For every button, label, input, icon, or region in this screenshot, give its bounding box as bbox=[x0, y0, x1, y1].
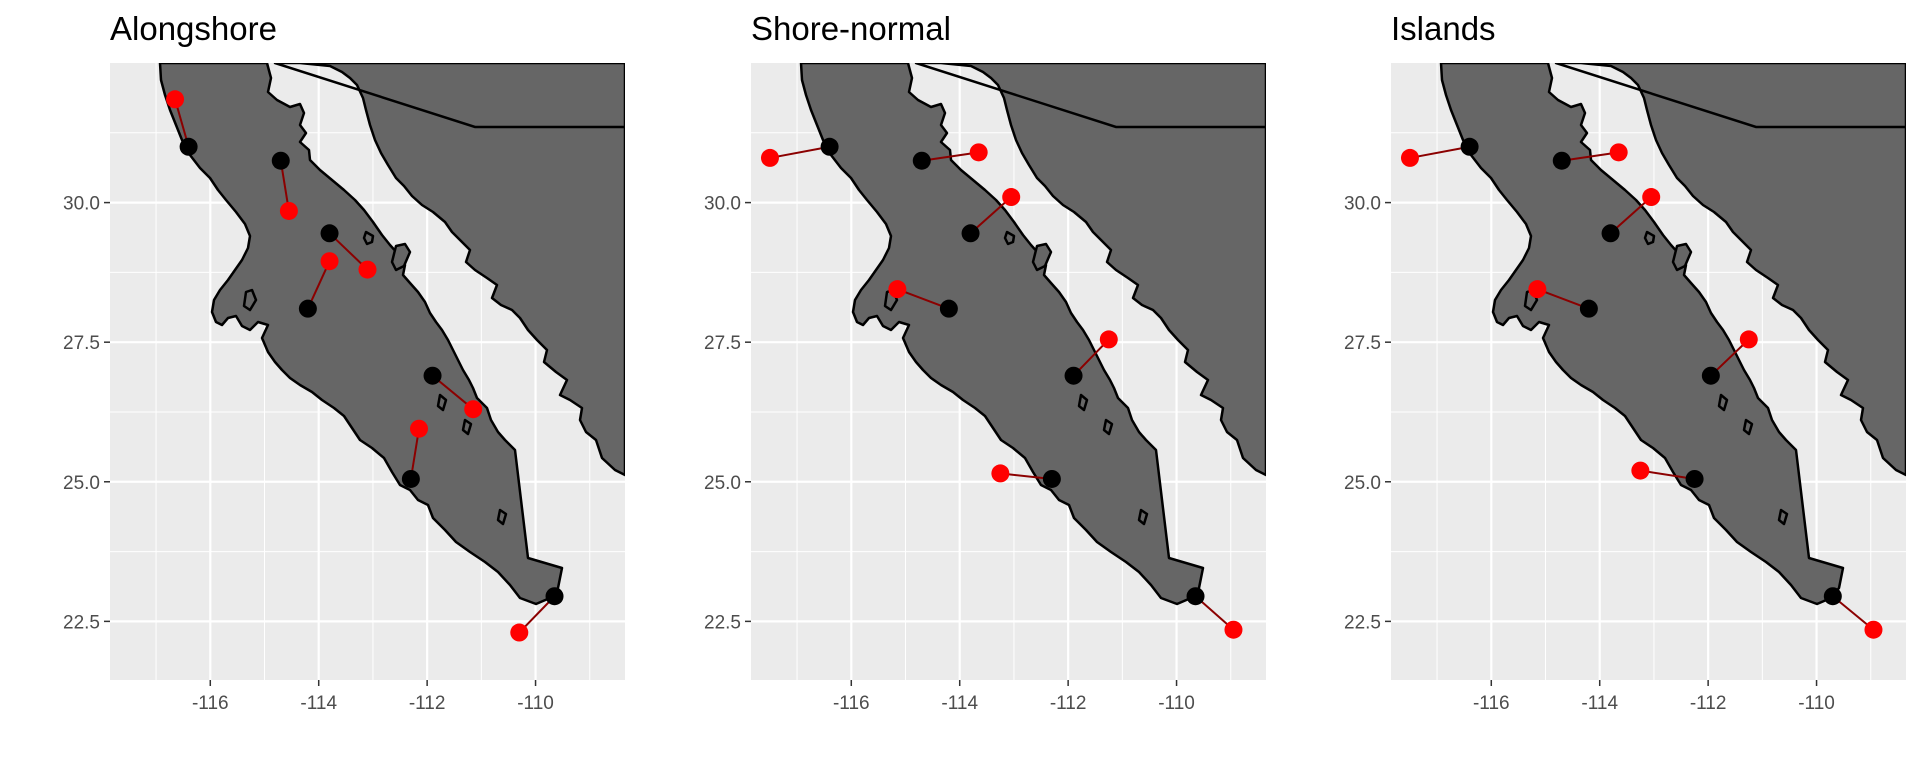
connector-line bbox=[969, 196, 1012, 235]
origin-point bbox=[1186, 587, 1205, 606]
origin-point bbox=[401, 469, 420, 488]
shifted-point bbox=[1528, 280, 1547, 299]
shifted-point bbox=[358, 260, 377, 279]
origin-point bbox=[271, 151, 290, 170]
x-tick-label: -114 bbox=[1581, 693, 1618, 714]
shifted-point bbox=[166, 90, 185, 109]
x-tick-label: -112 bbox=[409, 693, 446, 714]
y-tick-label: 27.5 bbox=[704, 333, 741, 354]
origin-point bbox=[298, 299, 317, 318]
origin-point bbox=[1064, 366, 1083, 385]
shifted-point bbox=[1002, 188, 1021, 207]
shifted-point bbox=[410, 419, 428, 438]
x-tick-label: -114 bbox=[300, 693, 337, 714]
x-tick-label: -112 bbox=[1690, 693, 1727, 714]
y-tick-label: 22.5 bbox=[704, 612, 741, 633]
y-tick-label: 25.0 bbox=[704, 473, 741, 494]
connector-line bbox=[1640, 469, 1695, 480]
origin-point bbox=[1685, 469, 1704, 488]
x-tick-label: -116 bbox=[833, 693, 870, 714]
origin-point bbox=[1552, 151, 1571, 170]
panel-1: Alongshore -116 -114 -112 -110 22.5 25.0 27.5 30… bbox=[63, 10, 625, 714]
shifted-point bbox=[1224, 620, 1243, 639]
shifted-point bbox=[1642, 188, 1661, 207]
shifted-point bbox=[320, 252, 339, 271]
shifted-point bbox=[1400, 148, 1419, 167]
x-tick-label: -116 bbox=[1473, 693, 1510, 714]
origin-point bbox=[820, 137, 839, 156]
y-tick-label: 22.5 bbox=[63, 612, 100, 633]
coastline-map bbox=[799, 63, 1266, 606]
x-tick-label: -110 bbox=[1158, 693, 1195, 714]
shifted-point bbox=[1609, 143, 1628, 162]
origin-point bbox=[1601, 224, 1620, 243]
y-tick-label: 22.5 bbox=[1344, 612, 1381, 633]
y-tick-label: 30.0 bbox=[704, 194, 741, 215]
origin-point bbox=[545, 587, 564, 606]
origin-point bbox=[320, 224, 339, 243]
shifted-point bbox=[888, 280, 907, 299]
shifted-point bbox=[991, 464, 1010, 483]
panel-2: Shore-normal -116 -114 -112 -110 22.5 25.0 27.5… bbox=[704, 10, 1266, 714]
panel-title: Islands bbox=[1391, 10, 1496, 47]
y-tick-label: 30.0 bbox=[63, 194, 100, 215]
y-tick-label: 25.0 bbox=[1344, 473, 1381, 494]
origin-point bbox=[912, 151, 931, 170]
origin-point bbox=[961, 224, 980, 243]
shifted-point bbox=[1099, 330, 1118, 349]
shifted-point bbox=[760, 148, 779, 167]
origin-point bbox=[1823, 587, 1842, 606]
origin-point bbox=[1460, 137, 1479, 156]
shifted-point bbox=[510, 623, 529, 642]
connector-line bbox=[1409, 145, 1470, 159]
y-tick-label: 30.0 bbox=[1344, 194, 1381, 215]
shifted-point bbox=[969, 143, 988, 162]
coastline-map bbox=[158, 63, 625, 606]
origin-point bbox=[1579, 299, 1598, 318]
x-tick-label: -116 bbox=[192, 693, 229, 714]
origin-point bbox=[1701, 366, 1720, 385]
y-tick-label: 27.5 bbox=[63, 333, 100, 354]
origin-point bbox=[179, 137, 198, 156]
shifted-point bbox=[1739, 330, 1758, 349]
origin-point bbox=[423, 366, 442, 385]
origin-point bbox=[939, 299, 958, 318]
shifted-point bbox=[1631, 461, 1650, 480]
connector-line bbox=[769, 145, 830, 159]
border-line bbox=[274, 63, 625, 129]
x-tick-label: -114 bbox=[941, 693, 978, 714]
shifted-point bbox=[1864, 620, 1883, 639]
panel-title: Alongshore bbox=[110, 10, 277, 47]
connector-line bbox=[1537, 288, 1590, 310]
origin-point bbox=[1042, 469, 1061, 488]
border-line bbox=[915, 63, 1266, 129]
y-tick-label: 27.5 bbox=[1344, 333, 1381, 354]
x-tick-label: -112 bbox=[1050, 693, 1087, 714]
connector-line bbox=[897, 288, 950, 310]
connector-line bbox=[1561, 151, 1619, 162]
shifted-point bbox=[279, 201, 298, 220]
coastline-map bbox=[1439, 63, 1906, 606]
shifted-point bbox=[464, 400, 483, 419]
x-tick-label: -110 bbox=[1798, 693, 1835, 714]
connector-line bbox=[921, 151, 979, 162]
connector-line bbox=[1609, 196, 1652, 235]
y-tick-label: 25.0 bbox=[63, 473, 100, 494]
panel-title: Shore-normal bbox=[751, 10, 951, 47]
border-line bbox=[1555, 63, 1906, 129]
x-tick-label: -110 bbox=[517, 693, 554, 714]
panel-3: Islands -116 -114 -112 -110 22.5 25.0 27.5 30.0 bbox=[1344, 10, 1906, 714]
